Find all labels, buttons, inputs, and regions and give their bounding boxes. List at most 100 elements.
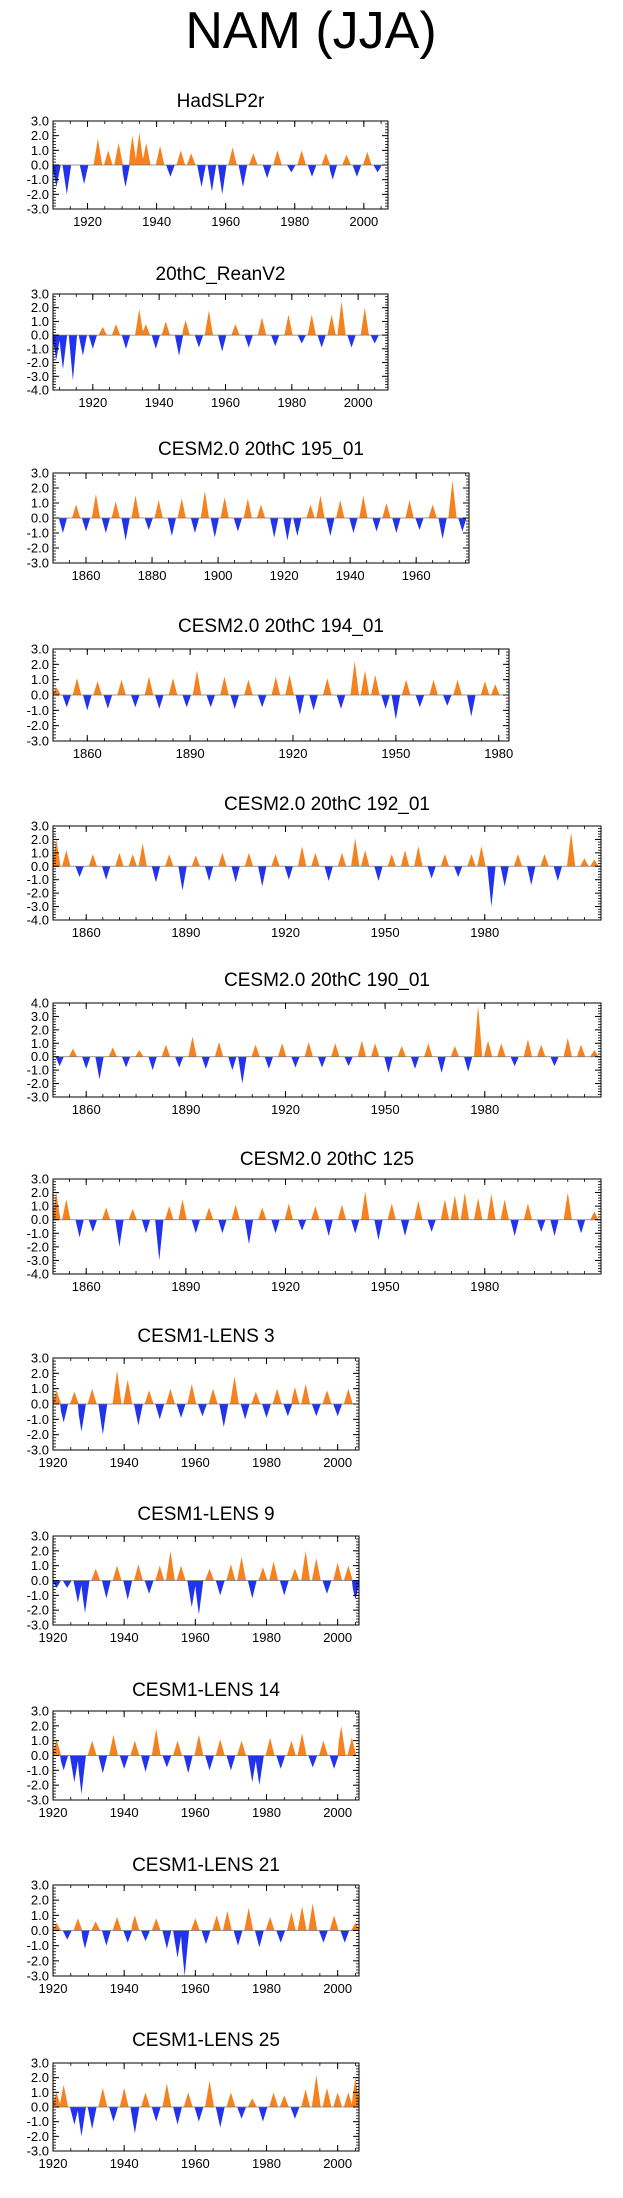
x-tick-label: 1880 <box>138 568 167 583</box>
y-tick-label: 1.0 <box>31 1381 49 1396</box>
x-tick-label: 2000 <box>323 2156 352 2171</box>
x-tick-label: 1980 <box>252 1805 281 1820</box>
y-tick-label: 3.0 <box>31 114 49 129</box>
x-tick-label: 1980 <box>252 1455 281 1470</box>
positive-area-series <box>53 1005 601 1057</box>
y-tick-label: -4.0 <box>27 383 49 398</box>
y-tick-label: 1.0 <box>31 845 49 860</box>
y-tick-label: -1.0 <box>27 1226 49 1241</box>
y-tick-label: -3.0 <box>27 1443 49 1458</box>
panel-title: CESM1-LENS 3 <box>137 1326 274 1347</box>
x-tick-label: 1900 <box>204 568 233 583</box>
y-tick-label: -1.0 <box>27 172 49 187</box>
x-tick-label: 1940 <box>110 1630 139 1645</box>
x-tick-label: 1940 <box>145 395 174 410</box>
chart-panel-3: CESM2.0 20thC 195_01 3.02.01.00.0-1.0-2.0… <box>27 439 470 583</box>
y-tick-label: 2.0 <box>31 1543 49 1558</box>
y-tick-label: 3.0 <box>31 1704 49 1719</box>
negative-area-series <box>53 1056 601 1084</box>
x-tick-label: 1980 <box>277 395 306 410</box>
x-tick-label: 1940 <box>336 568 365 583</box>
y-tick-label: 4.0 <box>31 996 49 1011</box>
y-tick-label: -3.0 <box>27 556 49 571</box>
x-tick-label: 1940 <box>110 2156 139 2171</box>
x-tick-label: 1920 <box>73 214 102 229</box>
chart-panel-5: CESM2.0 20thC 192_01 3.02.01.00.0-1.0-2.0… <box>27 794 602 940</box>
x-tick-label: 1890 <box>171 1102 200 1117</box>
x-tick-label: 1890 <box>171 1279 200 1294</box>
y-tick-label: 1.0 <box>31 143 49 158</box>
y-tick-label: -3.0 <box>27 1618 49 1633</box>
chart-panel-12: CESM1-LENS 25 3.02.01.00.0-1.0-2.0-3.0192… <box>27 2030 360 2171</box>
x-tick-label: 1920 <box>39 2156 68 2171</box>
x-tick-label: 2000 <box>344 395 373 410</box>
x-tick-label: 1920 <box>39 1630 68 1645</box>
y-tick-label: 2.0 <box>31 832 49 847</box>
y-tick-label: 0.0 <box>31 1212 49 1227</box>
positive-area-series <box>53 480 469 518</box>
y-tick-label: 1.0 <box>31 1908 49 1923</box>
y-tick-label: 1.0 <box>31 672 49 687</box>
x-tick-label: 1960 <box>211 214 240 229</box>
positive-area-series <box>53 1725 359 1756</box>
y-tick-label: 3.0 <box>31 2056 49 2071</box>
x-tick-label: 2000 <box>323 1805 352 1820</box>
y-tick-label: 3.0 <box>31 287 49 302</box>
x-tick-label: 1920 <box>39 1455 68 1470</box>
x-tick-label: 1950 <box>371 1102 400 1117</box>
panel-title: CESM2.0 20thC 190_01 <box>224 970 430 991</box>
plot-frame <box>52 1002 602 1098</box>
y-tick-label: 2.0 <box>31 1893 49 1908</box>
y-tick-label: -1.0 <box>27 341 49 356</box>
positive-area-series <box>53 2074 359 2107</box>
y-tick-label: -3.0 <box>27 2144 49 2159</box>
y-tick-label: -3.0 <box>27 369 49 384</box>
y-tick-label: 0.0 <box>31 2100 49 2115</box>
positive-area-series <box>53 1370 359 1404</box>
y-tick-label: -1.0 <box>27 1763 49 1778</box>
x-tick-label: 1890 <box>171 925 200 940</box>
x-tick-label: 1960 <box>181 1981 210 1996</box>
y-tick-label: -3.0 <box>27 899 49 914</box>
y-tick-label: -2.0 <box>27 2129 49 2144</box>
x-tick-label: 1920 <box>271 1279 300 1294</box>
positive-area-series <box>53 661 509 695</box>
plot-frame <box>52 293 389 391</box>
y-tick-label: 2.0 <box>31 2070 49 2085</box>
y-tick-label: 1.0 <box>31 1733 49 1748</box>
x-tick-label: 1980 <box>470 1279 499 1294</box>
y-tick-label: 0.0 <box>31 688 49 703</box>
negative-area-series <box>53 866 601 907</box>
y-tick-label: -3.0 <box>27 1793 49 1808</box>
y-tick-label: -3.0 <box>27 1090 49 1105</box>
y-tick-label: 3.0 <box>31 642 49 657</box>
panel-title: CESM2.0 20thC 195_01 <box>158 439 364 460</box>
y-tick-label: 1.0 <box>31 496 49 511</box>
x-tick-label: 1950 <box>371 1279 400 1294</box>
chart-panel-4: CESM2.0 20thC 194_01 3.02.01.00.0-1.0-2.0… <box>27 616 514 761</box>
panel-title: CESM1-LENS 25 <box>132 2030 280 2051</box>
x-tick-label: 1920 <box>279 746 308 761</box>
y-tick-label: -2.0 <box>27 1953 49 1968</box>
negative-area-series <box>53 1404 359 1435</box>
y-tick-label: -2.0 <box>27 541 49 556</box>
x-tick-label: 1980 <box>252 1630 281 1645</box>
y-tick-label: 3.0 <box>31 1172 49 1187</box>
y-tick-label: -3.0 <box>27 734 49 749</box>
y-tick-label: 2.0 <box>31 657 49 672</box>
x-tick-label: 1960 <box>181 1455 210 1470</box>
y-tick-label: -3.0 <box>27 1253 49 1268</box>
y-tick-label: 1.0 <box>31 1199 49 1214</box>
chart-panel-2: 20thC_ReanV2 3.02.01.00.0-1.0-2.0-3.0-4.0… <box>27 264 389 410</box>
y-tick-label: -1.0 <box>27 1938 49 1953</box>
y-tick-label: 0.0 <box>31 158 49 173</box>
chart-panel-11: CESM1-LENS 21 3.02.01.00.0-1.0-2.0-3.0192… <box>27 1855 360 1996</box>
x-tick-label: 2000 <box>323 1455 352 1470</box>
chart-panel-6: CESM2.0 20thC 190_014.03.02.01.00.0-1.0-… <box>27 970 602 1117</box>
x-tick-label: 1980 <box>470 1102 499 1117</box>
negative-area-series <box>53 1219 601 1261</box>
panel-title: CESM2.0 20thC 192_01 <box>224 794 430 815</box>
panel-title: CESM1-LENS 9 <box>137 1504 274 1525</box>
x-tick-label: 1860 <box>72 568 101 583</box>
